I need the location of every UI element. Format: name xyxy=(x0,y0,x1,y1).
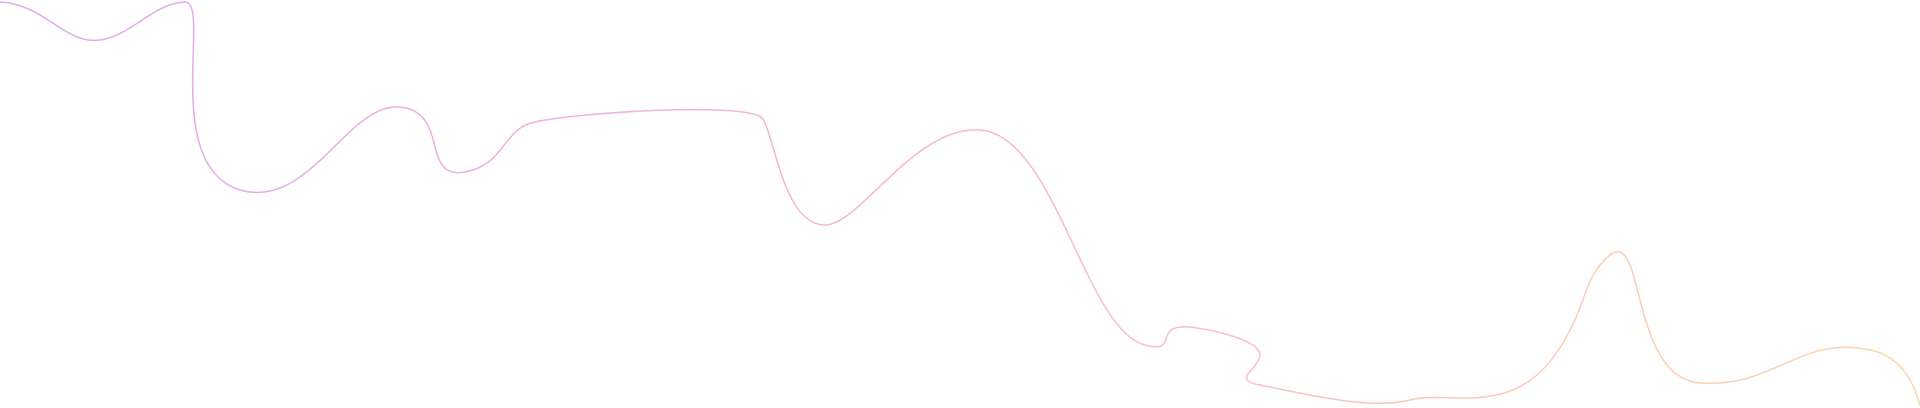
wavy-line-path xyxy=(0,1,1920,406)
wavy-line-decoration xyxy=(0,1,1920,406)
canvas xyxy=(0,1,1920,406)
